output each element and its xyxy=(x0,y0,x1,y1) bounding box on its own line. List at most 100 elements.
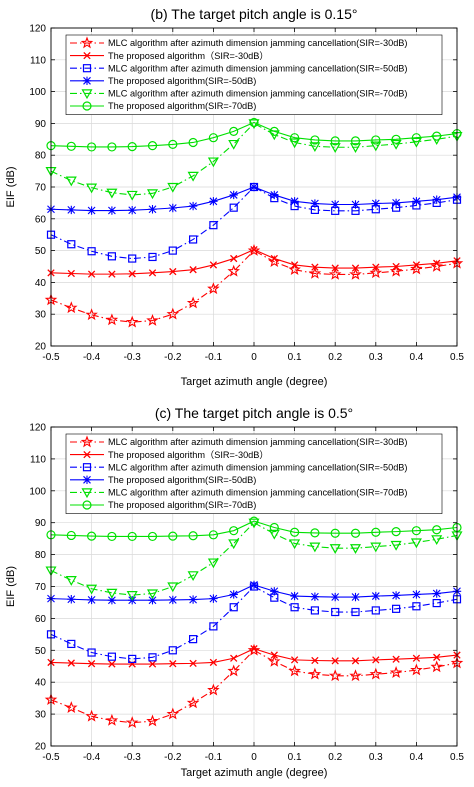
x-axis-label: Target azimuth angle (degree) xyxy=(181,767,328,779)
x-tick-label: 0.5 xyxy=(450,352,464,363)
data-point xyxy=(268,529,280,540)
legend-marker xyxy=(82,500,92,510)
data-point xyxy=(432,598,441,608)
data-point xyxy=(349,267,362,280)
data-point xyxy=(430,259,443,272)
data-point xyxy=(392,262,400,271)
data-point xyxy=(167,182,179,193)
data-point xyxy=(230,254,238,263)
data-point xyxy=(187,571,199,582)
legend-marker xyxy=(82,475,92,484)
data-point xyxy=(87,595,96,605)
chart-panel-b: -0.5 -0.4 -0.3 -0.2 -0.1 0 0.1 0.2 0.3 0.4 0.5 20 30… xyxy=(5,6,464,388)
legend: MLC algorithm after azimuth dimension ja… xyxy=(65,433,443,514)
legend-entry: MLC algorithm after azimuth dimension ja… xyxy=(70,89,408,100)
legend-entry: The proposed algorithm（SIR=-30dB） xyxy=(70,450,269,460)
data-point xyxy=(370,141,382,152)
data-point xyxy=(328,267,342,280)
y-tick-label: 50 xyxy=(35,246,47,257)
data-point xyxy=(329,544,341,554)
data-point xyxy=(67,269,75,278)
data-point xyxy=(308,266,322,279)
y-tick-label: 20 xyxy=(35,742,47,753)
data-point xyxy=(288,664,301,677)
data-point xyxy=(66,530,76,541)
data-point xyxy=(411,526,421,536)
data-point xyxy=(290,261,299,269)
data-point xyxy=(309,542,321,553)
data-point xyxy=(269,522,279,533)
data-point xyxy=(209,594,218,603)
data-point xyxy=(410,262,423,275)
data-point xyxy=(351,657,360,665)
x-tick-label: 0.2 xyxy=(328,352,342,363)
x-tick-label: 0.2 xyxy=(328,752,342,763)
data-point xyxy=(126,591,138,601)
data-point xyxy=(208,133,218,143)
x-tick-label: 0.1 xyxy=(288,352,302,363)
x-tick-label: -0.2 xyxy=(164,752,182,763)
data-point xyxy=(67,205,76,215)
data-point xyxy=(247,244,261,256)
data-point xyxy=(106,188,118,199)
data-point xyxy=(330,136,340,146)
data-point xyxy=(350,528,361,538)
legend-marker xyxy=(83,450,91,459)
data-point xyxy=(168,139,178,149)
x-tick-label: 0.1 xyxy=(288,752,302,763)
legend-marker xyxy=(82,101,92,111)
data-point xyxy=(86,142,97,152)
data-point xyxy=(432,131,442,141)
data-point xyxy=(389,666,403,678)
legend-entry: MLC algorithm after azimuth dimension ja… xyxy=(70,462,408,472)
legend-label: MLC algorithm after azimuth dimension ja… xyxy=(108,63,408,73)
data-point xyxy=(168,646,177,655)
data-point xyxy=(168,246,177,255)
data-point xyxy=(229,590,238,599)
data-point xyxy=(107,652,117,661)
data-point xyxy=(65,176,77,187)
data-point xyxy=(189,266,197,274)
data-point xyxy=(371,527,381,537)
data-point xyxy=(147,141,158,151)
legend-entry: The proposed algorithm(SIR=-70dB) xyxy=(70,101,256,111)
data-point xyxy=(209,197,218,206)
data-point xyxy=(310,592,320,601)
legend-entry: MLC algorithm after azimuth dimension ja… xyxy=(70,63,408,73)
y-tick-label: 110 xyxy=(30,55,46,66)
data-point xyxy=(146,589,159,600)
data-point xyxy=(108,270,116,278)
data-point xyxy=(351,592,360,602)
data-point xyxy=(209,622,218,631)
legend-marker xyxy=(81,89,93,100)
data-point xyxy=(105,313,119,326)
data-point xyxy=(148,252,157,262)
data-point xyxy=(87,648,96,657)
legend-label: The proposed algorithm（SIR=-30dB） xyxy=(108,450,269,460)
data-point xyxy=(250,245,258,254)
data-point xyxy=(432,525,442,535)
data-point xyxy=(87,247,96,256)
data-point xyxy=(249,182,259,192)
data-point xyxy=(289,539,301,550)
data-point xyxy=(249,580,259,590)
data-point xyxy=(128,270,136,278)
legend-entry: The proposed algorithm(SIR=-50dB) xyxy=(70,475,256,485)
data-point xyxy=(228,139,240,150)
x-tick-label: -0.1 xyxy=(205,752,223,763)
data-point xyxy=(229,603,238,612)
legend-entry: MLC algorithm after azimuth dimension ja… xyxy=(70,435,408,448)
data-point xyxy=(308,667,322,680)
data-point xyxy=(128,254,137,263)
data-point xyxy=(410,137,422,148)
legend-marker xyxy=(80,36,94,49)
data-point xyxy=(371,199,380,208)
data-point xyxy=(289,138,301,149)
data-point xyxy=(230,654,238,662)
data-point xyxy=(67,595,76,604)
data-point xyxy=(66,141,76,151)
legend-label: MLC algorithm after azimuth dimension ja… xyxy=(108,89,408,99)
y-axis-label: EIF (dB) xyxy=(5,566,17,607)
data-point xyxy=(228,539,240,550)
legend-label: MLC algorithm after azimuth dimension ja… xyxy=(108,488,408,498)
